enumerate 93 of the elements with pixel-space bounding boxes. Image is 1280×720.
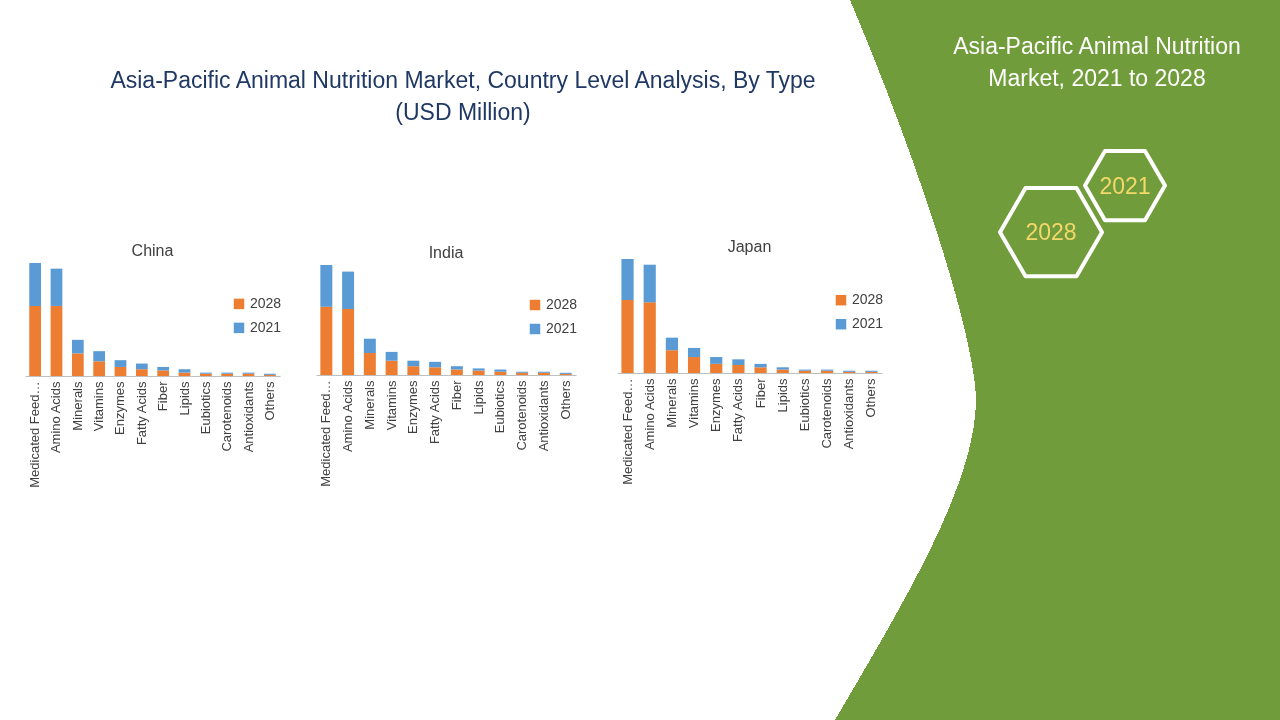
bar: [320, 265, 333, 307]
bar: [342, 271, 355, 309]
bar: [157, 366, 170, 371]
bar: [363, 338, 376, 353]
x-tick-label: Minerals: [361, 380, 377, 430]
x-tick-label: Eubiotics: [492, 380, 508, 434]
bar: [407, 360, 420, 367]
x-tick-label: Vitamins: [383, 380, 399, 431]
bar: [687, 357, 701, 373]
chart-title: Japan: [727, 238, 772, 255]
x-tick-label: Fiber: [448, 379, 464, 411]
x-tick-label: Amino Acids: [48, 381, 64, 454]
x-tick-label: Fatty Acids: [730, 378, 746, 443]
bar: [429, 361, 442, 368]
x-tick-label: Lipids: [470, 380, 486, 415]
x-tick-label: Carotenoids: [219, 381, 235, 452]
x-tick-label: Minerals: [69, 381, 85, 431]
x-tick-label: Fiber: [752, 377, 768, 409]
bar: [643, 302, 656, 373]
x-tick-label: Others: [863, 378, 879, 418]
x-tick-label: Antioxidants: [240, 381, 256, 453]
bar: [50, 305, 63, 376]
bar: [472, 370, 485, 375]
bar: [71, 339, 84, 354]
bar: [93, 361, 106, 376]
bar: [135, 363, 148, 370]
bar: [157, 370, 170, 376]
bar: [71, 353, 84, 376]
bar: [114, 360, 127, 367]
bar: [732, 365, 745, 373]
x-tick-label: Carotenoids: [819, 378, 835, 449]
bar: [665, 337, 678, 351]
x-tick-label: Carotenoids: [514, 380, 530, 451]
legend-label: 2021: [250, 318, 282, 335]
bar: [429, 367, 442, 375]
x-tick-label: Others: [261, 381, 277, 421]
x-tick-label: Lipids: [176, 381, 192, 416]
x-tick-label: Others: [557, 380, 573, 420]
bar: [29, 305, 41, 376]
x-tick-label: Fatty Acids: [427, 380, 443, 445]
x-tick-label: Eubiotics: [796, 378, 812, 432]
bar: [754, 363, 767, 368]
x-tick-label: Fatty Acids: [133, 381, 149, 446]
bar: [665, 350, 678, 373]
legend-label: 2021: [852, 315, 884, 332]
bar: [710, 357, 723, 364]
x-tick-label: Amino Acids: [641, 378, 657, 451]
x-tick-label: Lipids: [774, 378, 790, 413]
chart-title: China: [131, 242, 174, 259]
legend-label: 2028: [852, 291, 884, 308]
bar: [710, 363, 723, 373]
bar: [732, 359, 745, 366]
bar: [472, 368, 485, 371]
bar: [621, 259, 634, 301]
bar: [363, 353, 376, 375]
x-tick-label: Antioxidants: [535, 380, 551, 452]
x-tick-label: Amino Acids: [340, 380, 356, 453]
legend-label: 2028: [250, 294, 282, 311]
bar: [407, 366, 420, 375]
bar: [643, 264, 656, 303]
x-tick-label: Minerals: [663, 378, 679, 428]
x-tick-label: Fiber: [155, 380, 171, 412]
x-tick-label: Antioxidants: [841, 378, 857, 450]
x-tick-label: Medicated Feed…: [318, 380, 334, 487]
chart-title: India: [428, 244, 464, 261]
legend-label: 2021: [546, 320, 578, 336]
bar: [621, 300, 634, 373]
text: 2021: [1099, 173, 1151, 199]
bar: [342, 309, 355, 375]
bar: [114, 366, 127, 376]
bar: [450, 366, 463, 370]
bar: [450, 369, 463, 375]
x-tick-label: Medicated Feed…: [619, 378, 635, 485]
text: Asia-Pacific Animal Nutrition Market, Country Level Analysis, By Type (USD Million): [109, 66, 817, 127]
bar: [385, 351, 398, 361]
x-tick-label: Medicated Feed…: [27, 381, 43, 488]
bar: [29, 263, 41, 306]
bar: [687, 347, 701, 358]
bar: [50, 268, 63, 306]
text: 2028: [1025, 218, 1077, 245]
bar: [135, 369, 148, 376]
x-tick-label: Eubiotics: [197, 381, 213, 435]
x-tick-label: Enzymes: [112, 381, 128, 435]
bar: [754, 367, 767, 373]
bar: [320, 306, 333, 375]
text: Asia-Pacific Animal Nutrition Market, 2021 to 2028: [952, 32, 1242, 93]
x-tick-label: Enzymes: [708, 378, 724, 432]
x-tick-label: Enzymes: [405, 380, 421, 434]
bar: [93, 351, 106, 362]
legend-label: 2028: [546, 296, 578, 312]
x-tick-label: Vitamins: [91, 381, 107, 432]
x-tick-label: Vitamins: [686, 378, 702, 429]
bar: [385, 360, 398, 375]
